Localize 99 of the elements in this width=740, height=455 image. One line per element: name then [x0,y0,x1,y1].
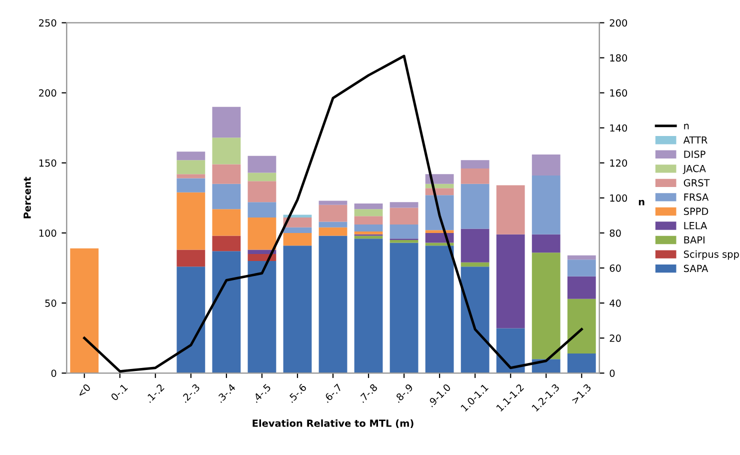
y2-tick-label: 180 [610,54,628,62]
bar [212,138,241,164]
bar [460,266,490,374]
bar [532,234,560,253]
bar [248,156,276,173]
bar [390,224,418,239]
bar [248,172,276,182]
bar [354,216,383,225]
bar [70,248,99,374]
bar [318,204,348,222]
bar [283,214,312,218]
bar [248,181,276,202]
y2-axis-title: n [638,200,644,206]
legend-label: DISP [684,150,706,158]
bar [354,209,383,216]
y2-tick-label: 160 [610,89,628,97]
legend-label: LELA [684,222,708,230]
bar [283,246,312,374]
bar [425,232,454,243]
y-tick-label: 150 [39,159,56,167]
y2-tick-label: 100 [610,194,628,202]
bar [390,240,418,243]
bar [283,227,312,233]
legend-label: ATTR [683,136,708,144]
bar [212,184,241,210]
y2-tick-label: 200 [610,19,628,27]
bar [532,154,560,176]
bar [496,185,525,234]
bar [460,262,490,267]
bar [176,152,206,160]
bar [318,222,348,228]
y2-tick-label: 80 [610,229,621,237]
legend-label: n [684,124,689,130]
bar [354,204,383,210]
bar [176,160,206,174]
bar [460,228,490,262]
bar [176,266,206,374]
y-tick-label: 200 [39,89,56,97]
legend-label: GRST [684,179,710,186]
legend-label: JACA [682,164,706,174]
bar [460,168,490,184]
bar [390,242,418,374]
y2-tick-label: 60 [610,264,621,272]
bar [567,255,596,260]
bar [176,250,206,267]
bar [567,276,596,299]
x-axis-title: Elevation Relative to MTL (m) [252,419,414,428]
bar [212,236,241,252]
bar [425,195,454,230]
y2-tick-label: 140 [610,124,628,132]
y2-tick-label: 20 [610,334,621,342]
bar [425,174,454,184]
bar [318,227,348,236]
bar [176,192,206,250]
legend-label: BAPI [684,236,704,244]
bar [425,230,454,233]
bar [425,188,454,196]
bar [212,106,241,138]
bar [390,208,418,225]
bar [354,238,383,374]
bar [283,218,312,228]
bar [248,218,276,250]
bar [496,328,525,374]
bar [212,209,241,236]
y2-tick-label: 40 [610,300,621,307]
bar [318,200,348,205]
bar [354,224,383,232]
y-tick-label: 250 [39,19,56,27]
bar [532,176,560,234]
bar [248,202,276,218]
bar [496,234,525,328]
bar [176,178,206,192]
legend-label: SPPD [684,208,708,216]
legend-label: Scirpus spp [684,250,739,260]
bar [460,160,490,168]
legend-label: FRSA [684,193,709,201]
y-tick-label: 50 [45,300,56,307]
bar [390,202,418,208]
bar [212,164,241,184]
bar [176,174,206,178]
bar [212,251,241,374]
y-axis-title: Percent [24,176,31,218]
bar [425,246,454,374]
bar [567,353,596,374]
bar [283,232,312,246]
bar [354,232,383,234]
y-tick-label: 100 [39,229,56,237]
x-tick-label: <0 [76,383,91,398]
y2-tick-label: 0 [610,370,615,377]
bar [532,252,560,360]
bar [248,260,276,374]
bar [318,236,348,374]
bar [460,184,490,229]
y2-tick-label: 120 [610,159,628,167]
legend-label: SAPA [684,264,708,272]
bar [567,260,596,276]
x-tick-label: 0-.1 [110,384,128,402]
y-tick-label: 0 [51,370,56,377]
bar [567,298,596,354]
